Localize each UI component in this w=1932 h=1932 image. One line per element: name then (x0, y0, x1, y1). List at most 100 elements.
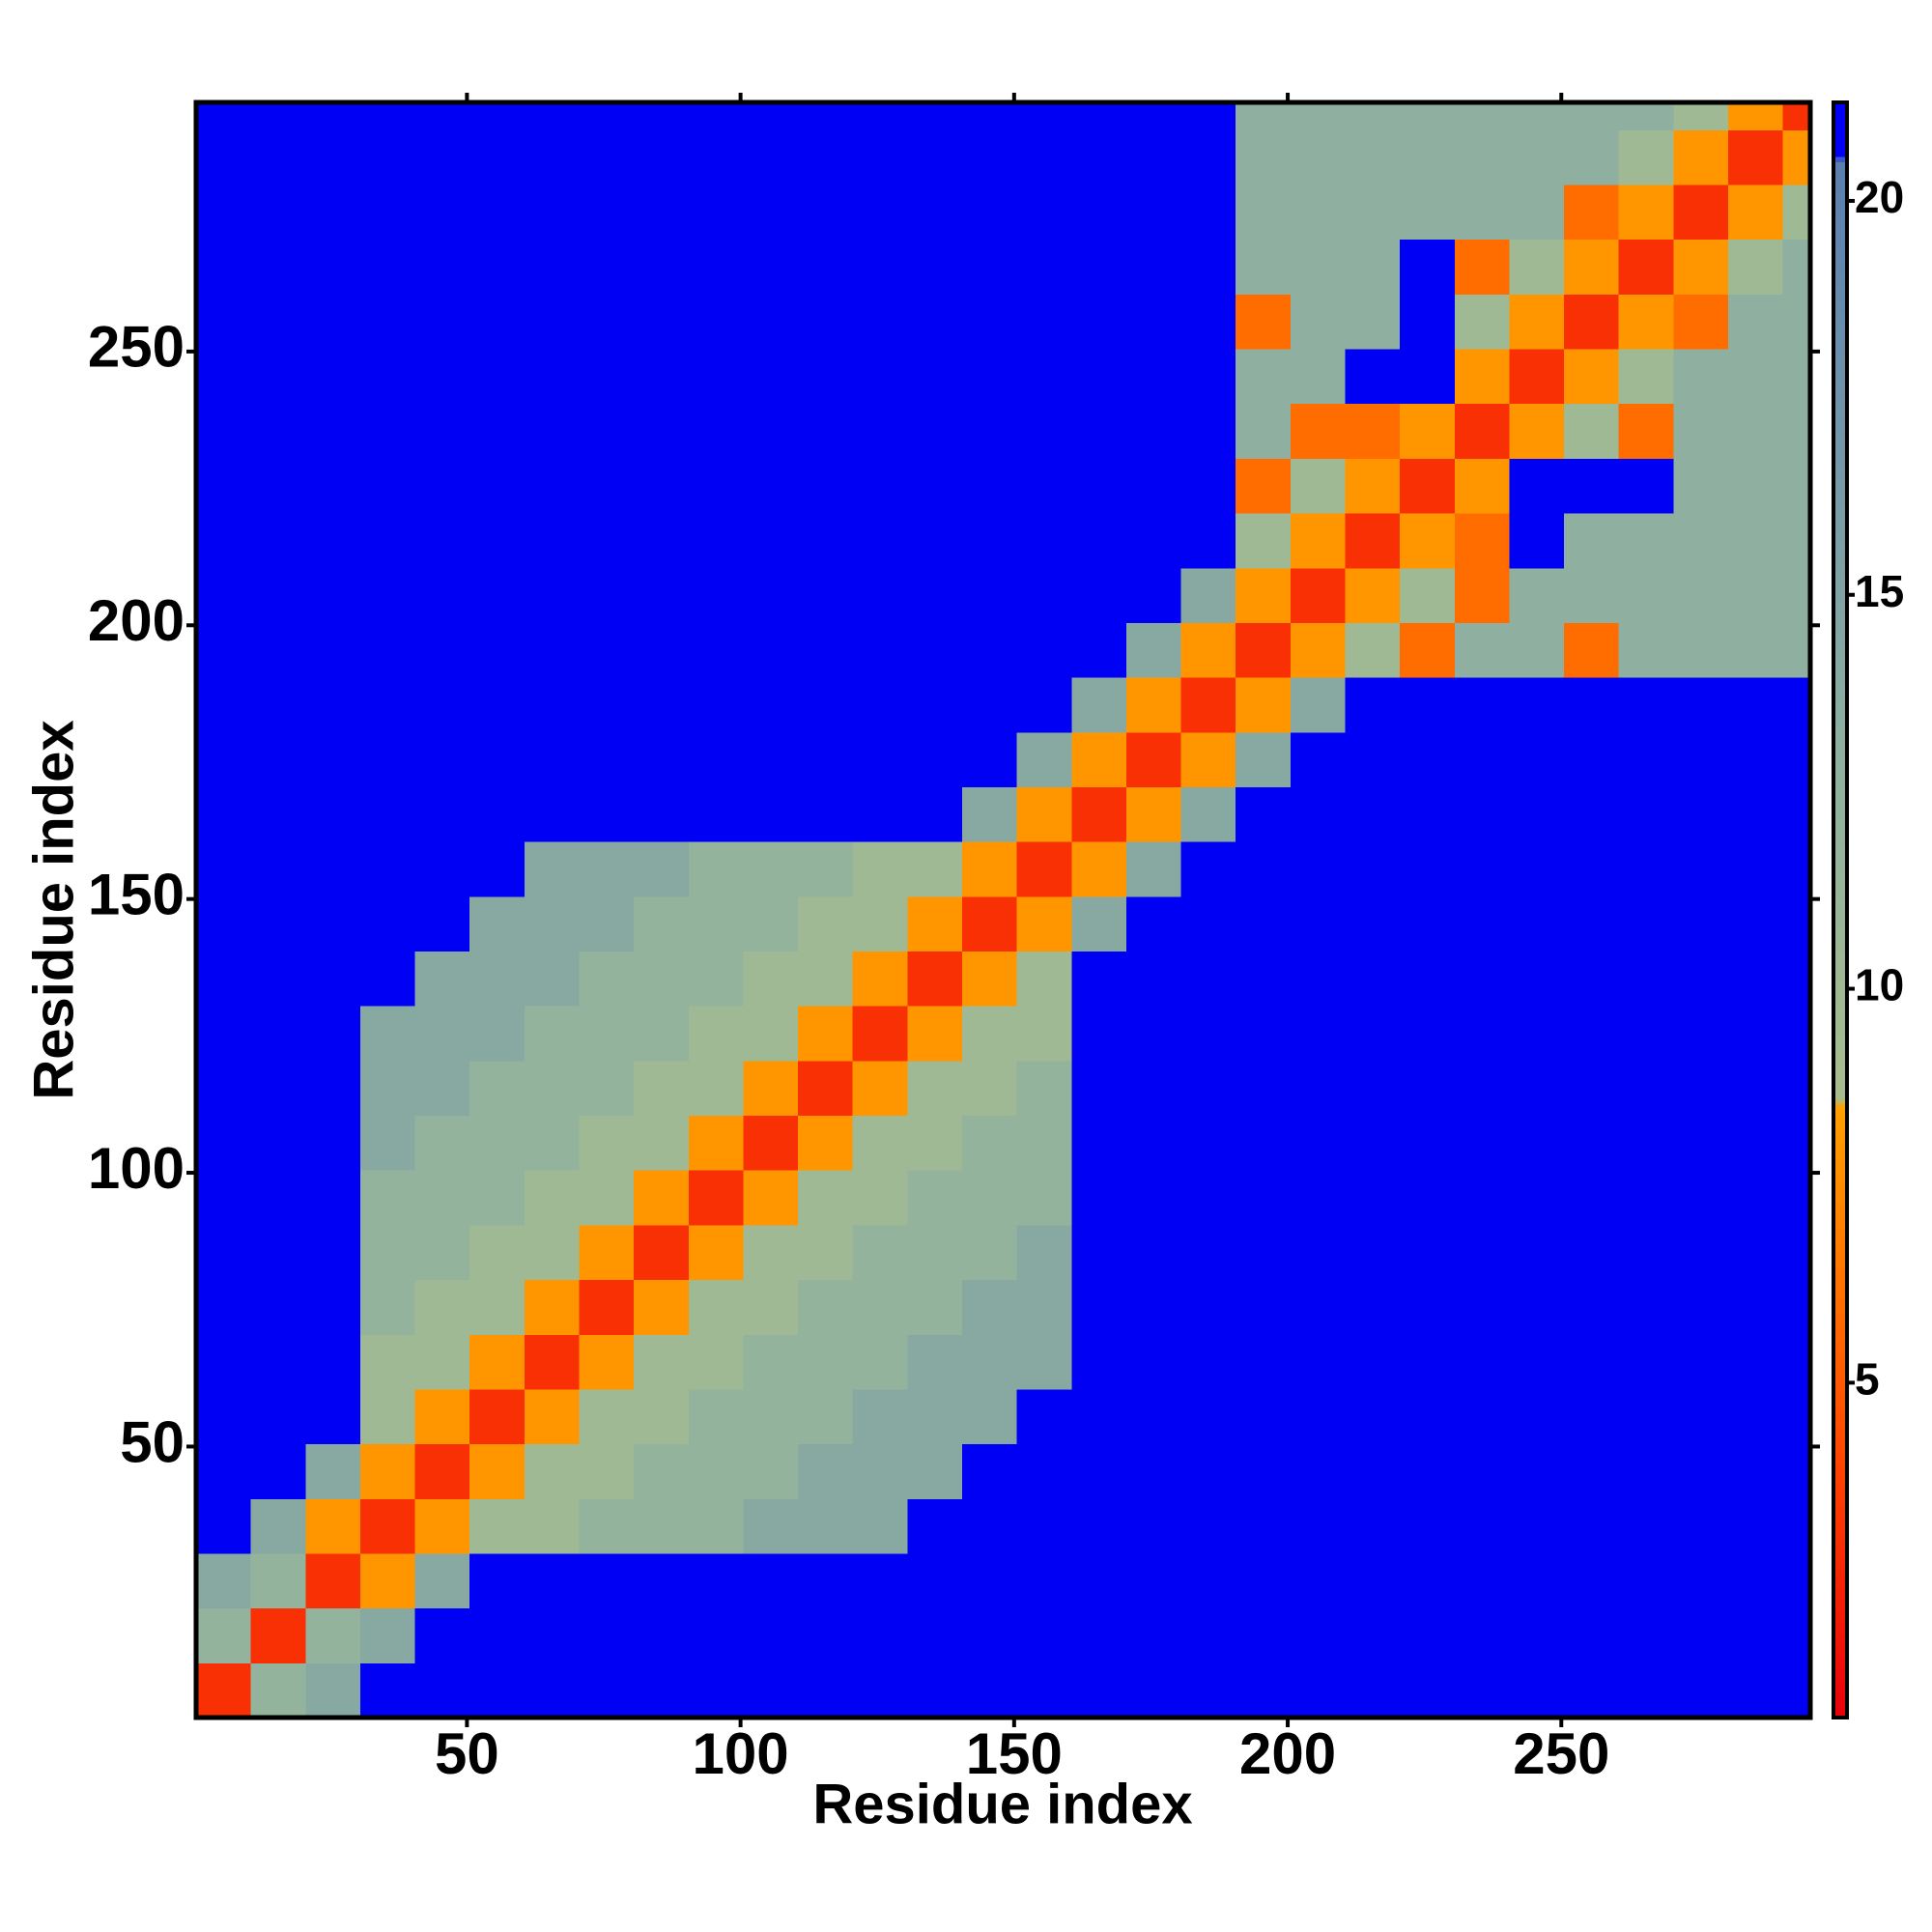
heatmap-cell (1618, 895, 1674, 952)
colorbar-strip (1833, 1475, 1847, 1482)
colorbar-strip (1833, 193, 1847, 200)
heatmap-cell (1454, 1662, 1510, 1718)
heatmap-cell (469, 1443, 526, 1499)
heatmap-cell (524, 1552, 581, 1609)
heatmap-cell (469, 1552, 526, 1609)
colorbar-strip (1833, 597, 1847, 604)
heatmap-cell (250, 1552, 306, 1609)
heatmap-cell (798, 1443, 854, 1499)
heatmap-cell (359, 458, 416, 514)
heatmap-cell (359, 129, 416, 185)
heatmap-cell (852, 403, 908, 459)
heatmap-cell (1125, 731, 1182, 787)
heatmap-cell (907, 129, 963, 185)
heatmap-cell (250, 102, 306, 130)
colorbar-strip (1833, 808, 1847, 814)
heatmap-cell (196, 102, 252, 130)
heatmap-cell (1345, 1279, 1401, 1335)
heatmap-cell (469, 185, 526, 241)
heatmap-cell (1016, 294, 1072, 350)
colorbar-strip (1833, 210, 1847, 216)
heatmap-cell (907, 1279, 963, 1335)
colorbar-strip (1833, 166, 1847, 174)
heatmap-cell (1509, 1170, 1565, 1226)
heatmap-cell (1618, 1552, 1674, 1609)
heatmap-cell (907, 1060, 963, 1117)
heatmap-cell (1016, 1115, 1072, 1171)
colorbar-strip (1833, 1346, 1847, 1352)
heatmap-cell (907, 1552, 963, 1609)
heatmap-cell (1782, 1662, 1810, 1718)
heatmap-cell (1618, 731, 1674, 787)
heatmap-cell (305, 1279, 361, 1335)
heatmap-cell (1728, 1060, 1784, 1117)
heatmap-cell (1564, 1334, 1620, 1390)
heatmap-cell (1509, 185, 1565, 241)
heatmap-cell (798, 294, 854, 350)
colorbar-strip (1833, 758, 1847, 766)
heatmap-cell (962, 1224, 1018, 1281)
heatmap-cell (1728, 567, 1784, 623)
heatmap-cell (1236, 1498, 1292, 1554)
colorbar-strip (1833, 1314, 1847, 1321)
colorbar-strip (1833, 1540, 1847, 1547)
heatmap-cell (414, 731, 470, 787)
colorbar-strip (1833, 678, 1847, 685)
colorbar-strip (1833, 915, 1847, 922)
heatmap-cell (579, 1279, 635, 1335)
colorbar-strip (1833, 974, 1847, 981)
x-tick-label: 250 (1513, 1721, 1609, 1786)
heatmap-cell (1673, 841, 1729, 897)
heatmap-cell (414, 1443, 470, 1499)
heatmap-cell (1618, 1388, 1674, 1445)
heatmap-cell (688, 1388, 744, 1445)
heatmap-cell (1728, 951, 1784, 1007)
colorbar-strip (1833, 764, 1847, 771)
heatmap-cell (743, 951, 799, 1007)
heatmap-cell (743, 1279, 799, 1335)
heatmap-cell (962, 1607, 1018, 1663)
heatmap-cell (250, 677, 306, 733)
heatmap-cell (359, 841, 416, 897)
colorbar-strip (1833, 1233, 1847, 1239)
heatmap-cell (798, 349, 854, 405)
colorbar-strip (1833, 985, 1847, 992)
heatmap-cell (1673, 349, 1729, 405)
heatmap-cell (852, 1224, 908, 1281)
heatmap-cell (688, 513, 744, 569)
heatmap-cell (852, 129, 908, 185)
heatmap-cell (1016, 102, 1072, 130)
colorbar-strip (1833, 1427, 1847, 1434)
heatmap-cell (1509, 1552, 1565, 1609)
heatmap-cell (1236, 185, 1292, 241)
heatmap-cell (1728, 239, 1784, 295)
heatmap-cell (1125, 239, 1182, 295)
heatmap-cell (1673, 1115, 1729, 1171)
heatmap-cell (1071, 731, 1127, 787)
heatmap-cell (469, 294, 526, 350)
heatmap-cell (414, 185, 470, 241)
colorbar-strip (1833, 695, 1847, 701)
heatmap-cell (359, 185, 416, 241)
heatmap-cell (1509, 731, 1565, 787)
heatmap-cell (1618, 102, 1674, 130)
heatmap-cell (1125, 567, 1182, 623)
heatmap-cell (1290, 1498, 1347, 1554)
heatmap-cell (1782, 1334, 1810, 1390)
colorbar-strip (1833, 867, 1847, 873)
colorbar-strip (1833, 1679, 1847, 1687)
colorbar-strip (1833, 1668, 1847, 1676)
colorbar-strip (1833, 215, 1847, 222)
heatmap-cell (1564, 1006, 1620, 1062)
heatmap-cell (469, 786, 526, 842)
heatmap-cell (688, 1443, 744, 1499)
colorbar-strip (1833, 1442, 1847, 1449)
heatmap-cell (1236, 622, 1292, 678)
colorbar-strip (1833, 156, 1847, 162)
heatmap-cell (305, 1498, 361, 1554)
heatmap-cell (1071, 458, 1127, 514)
heatmap-cell (1673, 1170, 1729, 1226)
heatmap-cell (1125, 102, 1182, 130)
heatmap-cell (1125, 1115, 1182, 1171)
